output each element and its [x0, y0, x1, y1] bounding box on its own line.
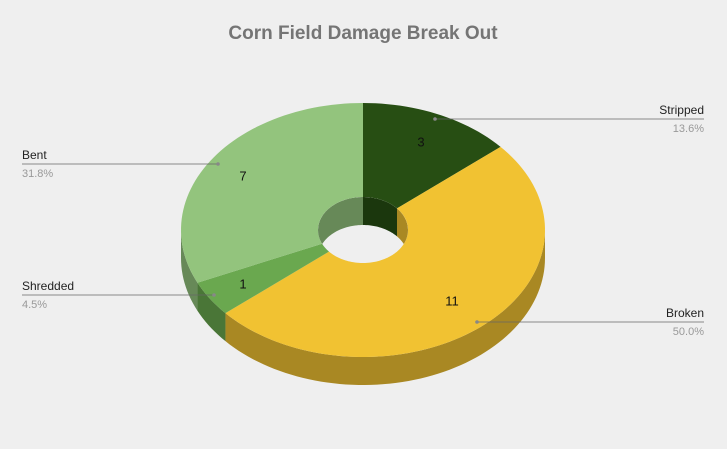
labels: 3 Stripped 13.6% 11 Broken 50.0% 1 Shredded 4.5%… — [22, 103, 704, 338]
leader-dot — [475, 320, 479, 324]
slices — [181, 103, 545, 357]
slice — [197, 243, 329, 314]
percent-label: 50.0% — [673, 326, 704, 338]
slice — [363, 103, 501, 209]
legend-label: Stripped — [659, 103, 704, 117]
leader-dot — [433, 117, 437, 121]
data-label: 7 — [239, 168, 246, 183]
data-label: 1 — [239, 276, 246, 291]
slice-wall — [225, 230, 545, 385]
leader-dot — [216, 162, 220, 166]
slice-wall — [197, 282, 226, 342]
slice — [225, 146, 545, 357]
chart-title: Corn Field Damage Break Out — [228, 23, 498, 44]
percent-label: 31.8% — [22, 168, 53, 180]
legend-label: Broken — [666, 306, 704, 320]
outer-walls — [181, 230, 545, 385]
slice-wall — [181, 230, 198, 311]
percent-label: 13.6% — [673, 123, 704, 135]
slice — [181, 103, 363, 283]
legend-label: Bent — [22, 148, 47, 162]
legend-label: Shredded — [22, 279, 74, 293]
leader-dot — [212, 293, 216, 297]
data-label: 11 — [445, 293, 459, 308]
slice-inner-wall — [363, 197, 398, 237]
data-label: 3 — [417, 134, 424, 149]
slice-inner-wall — [318, 197, 363, 258]
percent-label: 4.5% — [22, 299, 47, 311]
